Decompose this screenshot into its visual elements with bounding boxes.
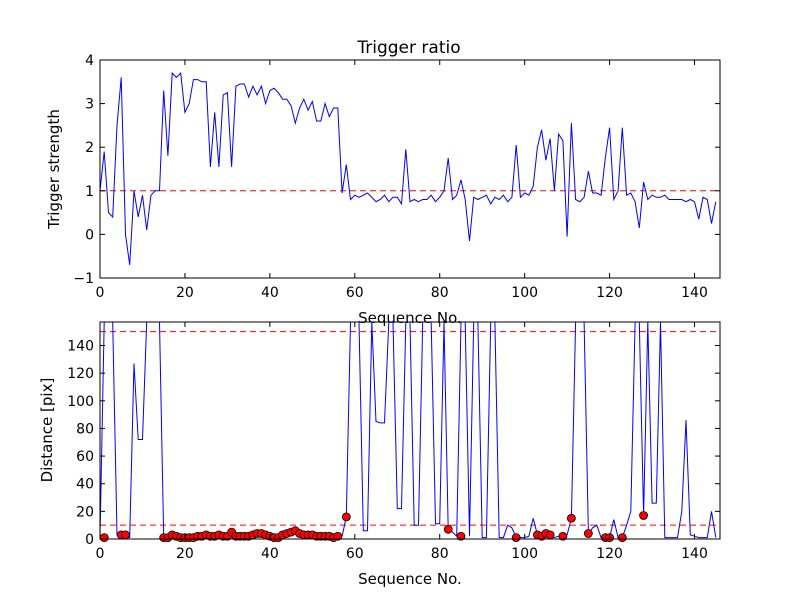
- x-tick-label: 100: [511, 285, 538, 301]
- y-tick-label: 2: [85, 140, 94, 156]
- x-tick-label: 40: [261, 546, 279, 562]
- data-point: [617, 533, 627, 543]
- data-point: [583, 529, 593, 538]
- series-line: [100, 71, 717, 265]
- y-axis-label: Distance [pix]: [38, 378, 56, 483]
- y-tick-label: 4: [85, 53, 94, 69]
- y-tick-label: 3: [85, 97, 94, 113]
- data-point: [341, 512, 351, 522]
- y-tick-label: 0: [85, 532, 94, 548]
- data-point: [121, 530, 130, 540]
- plot-frame: [99, 59, 721, 279]
- x-tick-label: 80: [431, 546, 449, 562]
- x-tick-label: 120: [596, 546, 623, 562]
- x-tick-label: 140: [681, 546, 708, 562]
- x-tick-label: 20: [176, 546, 194, 562]
- y-tick-label: −1: [73, 271, 94, 287]
- y-tick-label: 20: [76, 504, 94, 520]
- x-axis-label: Sequence No.: [358, 570, 462, 588]
- y-tick-label: 60: [76, 449, 94, 465]
- x-tick-label: 60: [346, 285, 364, 301]
- x-tick-label: 100: [511, 546, 538, 562]
- series-line: [100, 322, 717, 539]
- y-tick-label: 0: [85, 227, 94, 243]
- y-axis-label: Trigger strength: [45, 109, 63, 230]
- distance-chart: 0 20 40 60 80 100 120 140 0 20 40 60 80 100 120 140 Seq…: [38, 321, 721, 588]
- trigger-ratio-chart: Trigger ratio 0 20 40 60 80 100 120 140−101234 …: [45, 38, 721, 327]
- x-tick-label: 140: [681, 285, 708, 301]
- x-tick-label: 120: [596, 285, 623, 301]
- y-tick-label: 1: [85, 184, 94, 200]
- plot-frame: [99, 321, 721, 540]
- data-point: [558, 531, 568, 541]
- y-tick-label: 100: [67, 394, 94, 410]
- data-point: [639, 511, 648, 520]
- data-point: [511, 533, 521, 543]
- data-point: [99, 533, 109, 543]
- x-tick-label: 20: [176, 285, 194, 301]
- chart-title: Trigger ratio: [356, 38, 460, 58]
- data-point: [566, 513, 576, 523]
- x-tick-label: 60: [346, 546, 364, 562]
- y-tick-label: 140: [67, 338, 94, 354]
- y-tick-label: 80: [76, 421, 94, 437]
- x-tick-label: 0: [96, 285, 105, 301]
- x-tick-label: 0: [96, 546, 105, 562]
- data-point: [545, 530, 555, 540]
- y-tick-label: 120: [67, 366, 94, 382]
- x-tick-label: 40: [261, 285, 279, 301]
- x-tick-label: 80: [431, 285, 449, 301]
- data-point: [456, 531, 466, 541]
- data-point: [333, 531, 343, 541]
- y-tick-label: 40: [76, 477, 94, 493]
- data-point: [443, 524, 453, 534]
